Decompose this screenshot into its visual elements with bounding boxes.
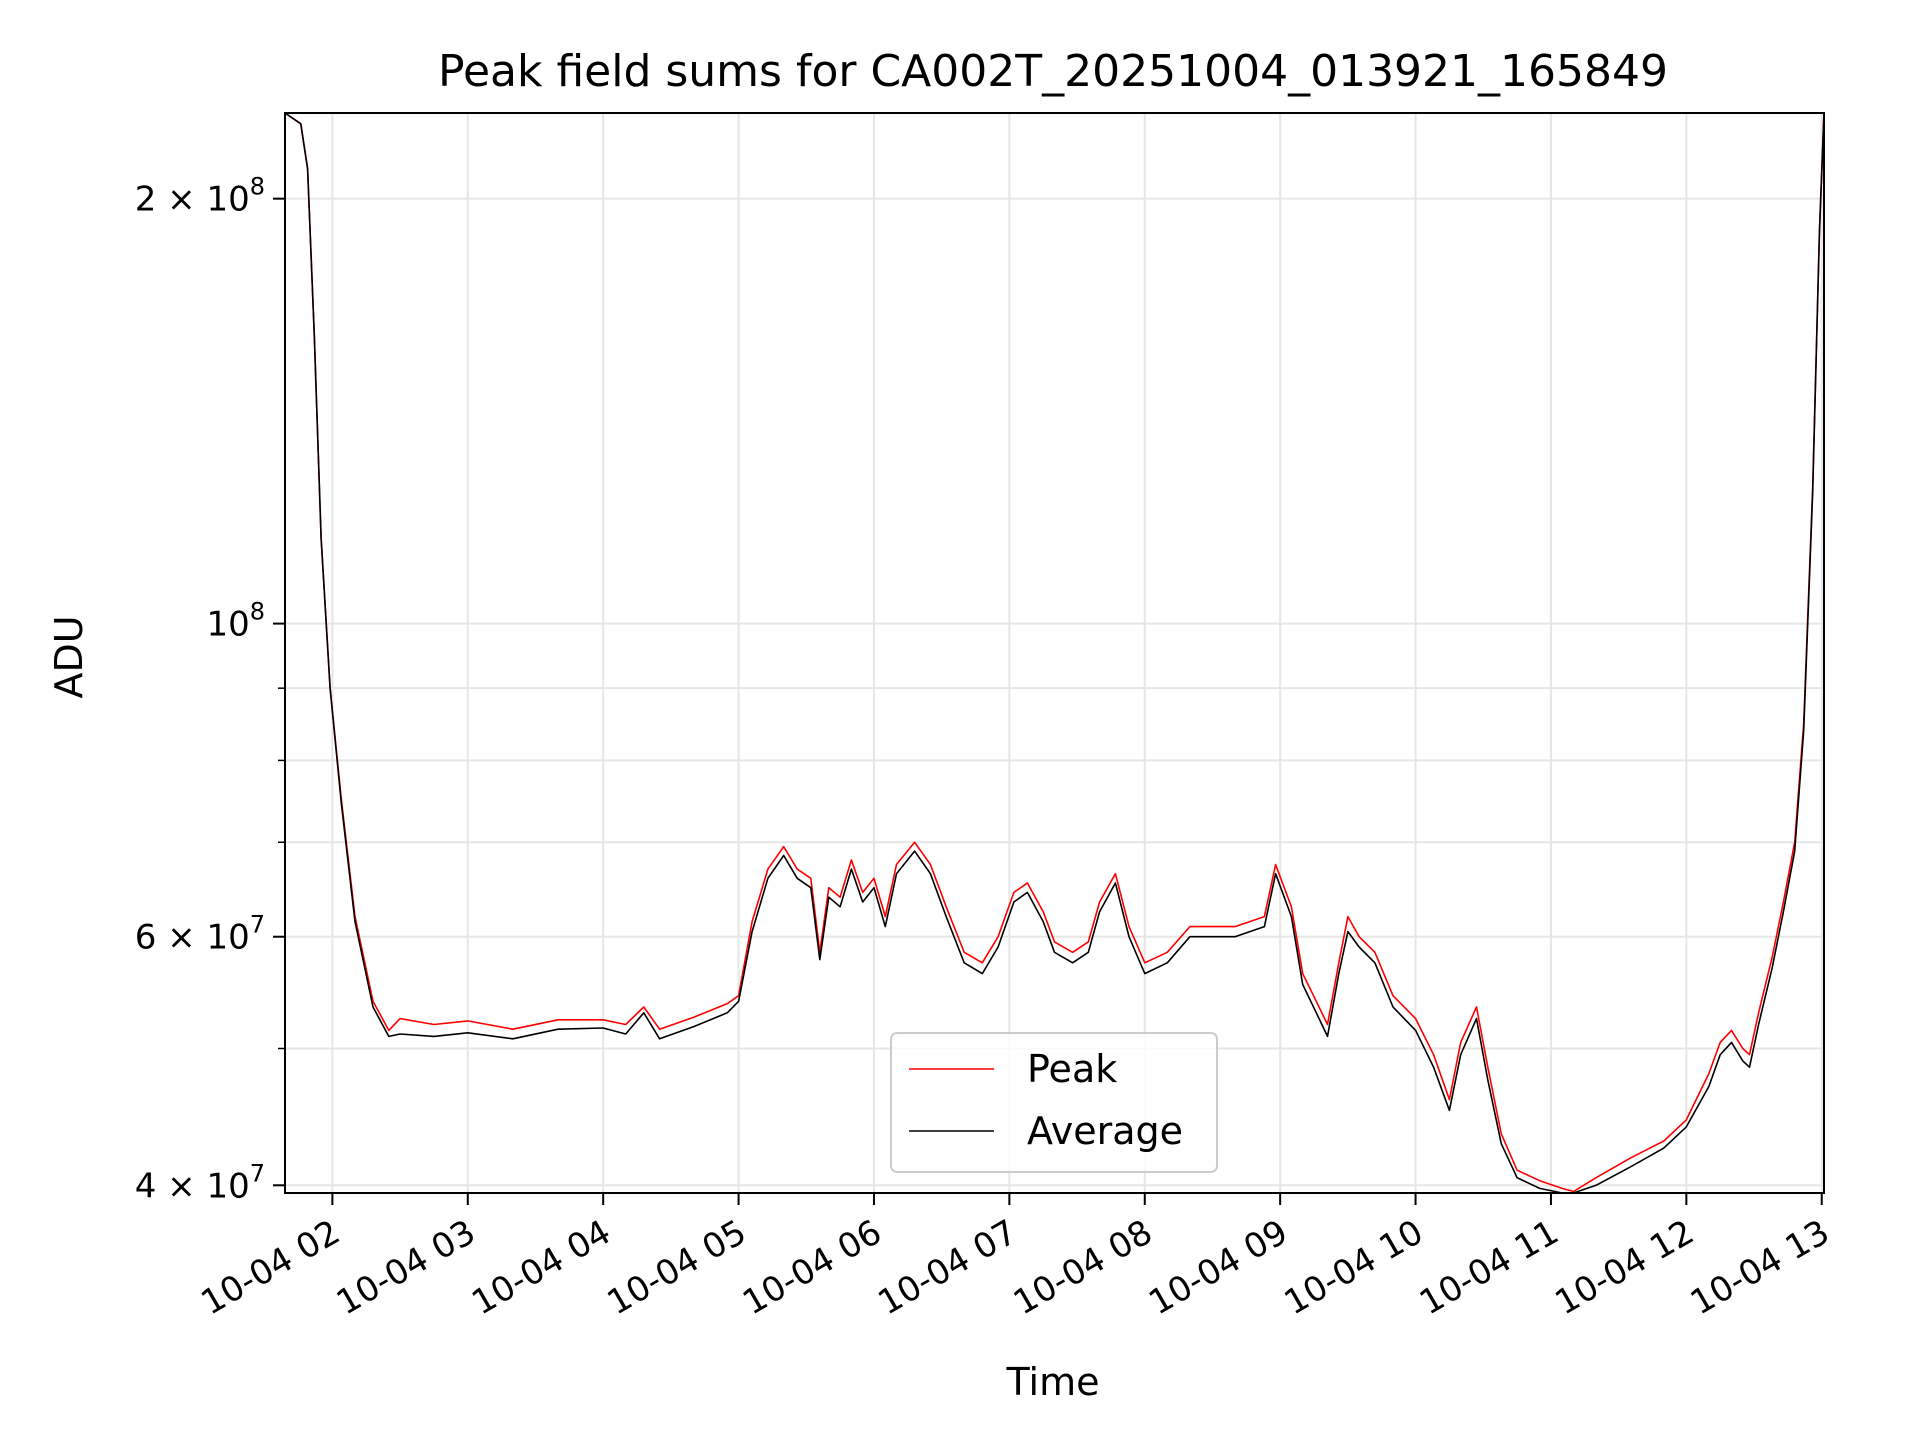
legend-label-average: Average xyxy=(1027,1109,1183,1153)
series-lines xyxy=(284,112,1825,1194)
legend: Peak Average xyxy=(890,1032,1218,1173)
y-axis-label: ADU xyxy=(47,615,91,698)
chart-title: Peak field sums for CA002T_20251004_0139… xyxy=(438,46,1668,97)
x-axis-label: Time xyxy=(1006,1360,1100,1404)
legend-label-peak: Peak xyxy=(1027,1047,1117,1091)
legend-box xyxy=(890,1032,1218,1173)
series-line-average xyxy=(284,112,1825,1194)
series-line-peak xyxy=(284,112,1825,1193)
plot-area-frame xyxy=(284,112,1825,1194)
y-tick-label: 4 × 107 xyxy=(135,1159,265,1206)
y-tick-label: 2 × 108 xyxy=(135,173,265,220)
y-tick-label: 108 xyxy=(206,598,265,645)
y-tick-label: 6 × 107 xyxy=(135,911,265,958)
